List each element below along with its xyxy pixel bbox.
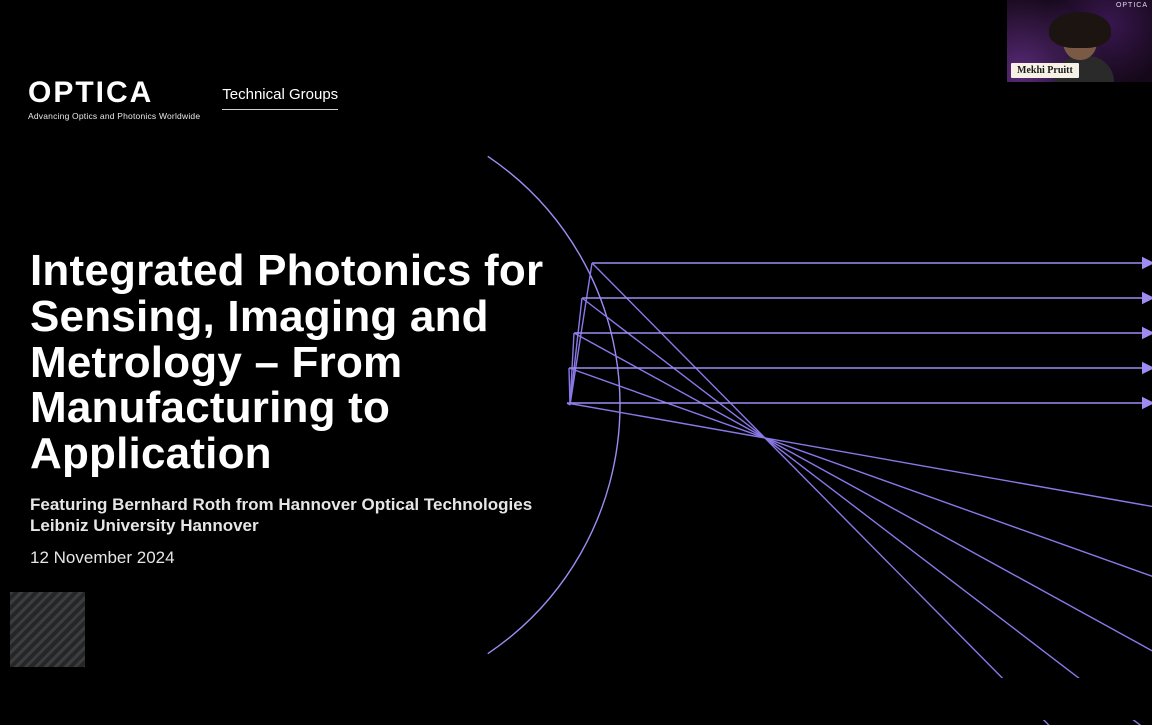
slide-date: 12 November 2024 (30, 548, 175, 568)
subtitle-line1: Featuring Bernhard Roth from Hannover Op… (30, 495, 532, 514)
slide-title: Integrated Photonics for Sensing, Imagin… (30, 248, 570, 477)
slide-subtitle: Featuring Bernhard Roth from Hannover Op… (30, 494, 550, 537)
logo-wordmark: OPTICA (28, 78, 200, 108)
subtitle-line2: Leibniz University Hannover (30, 516, 259, 535)
corner-pattern (10, 592, 85, 667)
webcam-watermark: OPTICA (1112, 0, 1152, 11)
diagonal-hatch-icon (10, 592, 85, 667)
player-bottom-bar (0, 678, 1152, 720)
presenter-name-tag: Mekhi Pruitt (1011, 63, 1079, 78)
header: OPTICA Advancing Optics and Photonics Wo… (28, 78, 338, 121)
lens-ray-diagram (560, 160, 1152, 720)
presenter-webcam: OPTICA Mekhi Pruitt (1007, 0, 1152, 82)
logo-tagline: Advancing Optics and Photonics Worldwide (28, 111, 200, 121)
slide: OPTICA Advancing Optics and Photonics Wo… (0, 0, 1152, 678)
brand-logo: OPTICA Advancing Optics and Photonics Wo… (28, 78, 200, 121)
technical-groups-label: Technical Groups (222, 78, 338, 110)
